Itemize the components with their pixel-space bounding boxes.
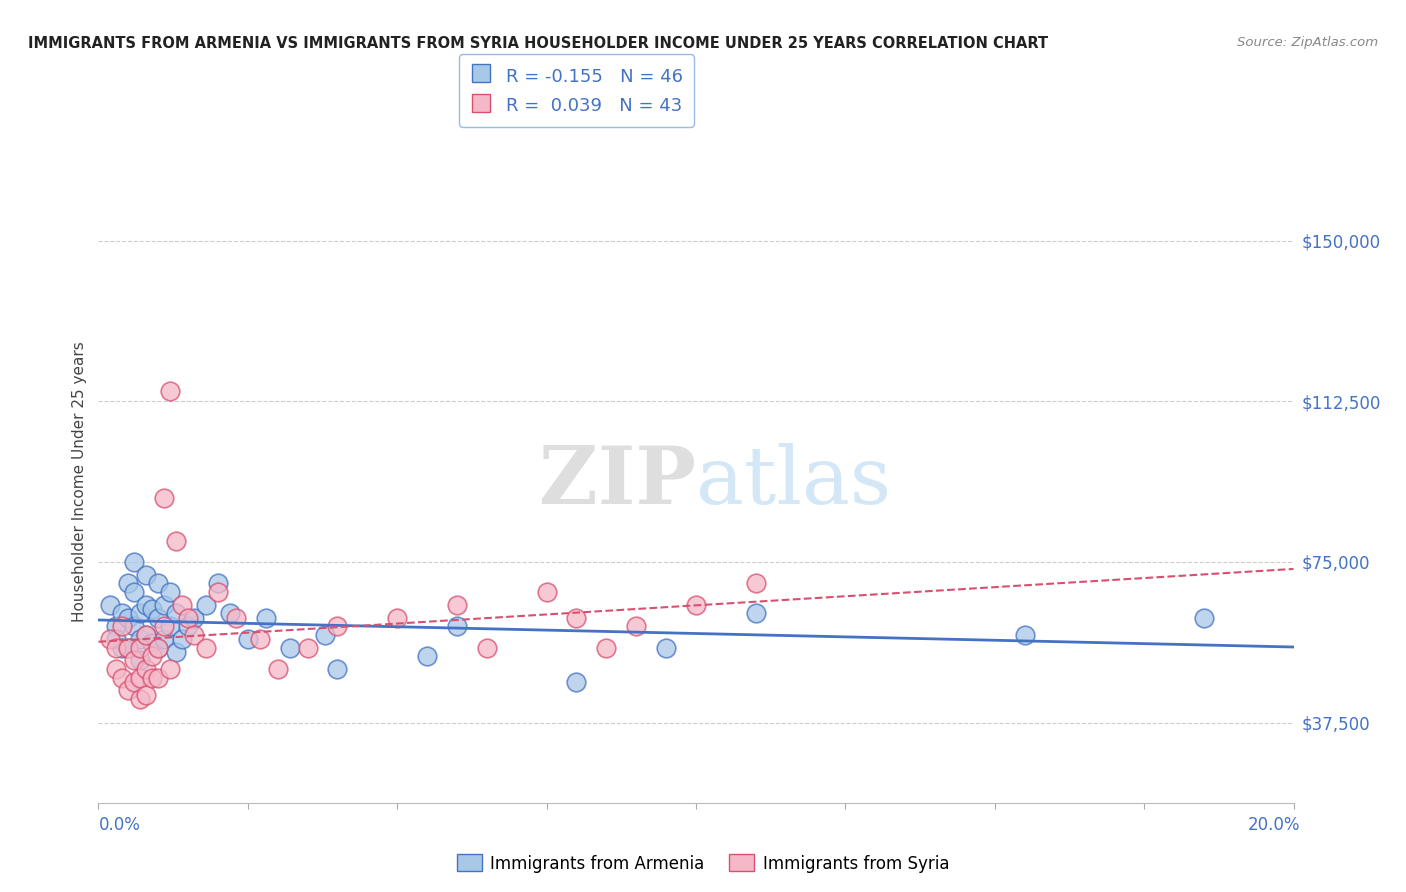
Point xyxy=(595,640,617,655)
Point xyxy=(326,619,349,633)
Point xyxy=(135,628,157,642)
Point xyxy=(117,576,139,591)
Point xyxy=(219,607,242,621)
Point xyxy=(236,632,259,646)
Point xyxy=(153,598,176,612)
Point xyxy=(148,610,170,624)
Point xyxy=(153,619,176,633)
Point xyxy=(111,619,134,633)
Point xyxy=(129,607,152,621)
Point xyxy=(141,671,163,685)
Point xyxy=(745,607,768,621)
Point xyxy=(148,576,170,591)
Point xyxy=(105,632,128,646)
Point xyxy=(124,653,146,667)
Point xyxy=(207,576,229,591)
Point xyxy=(536,585,558,599)
Point xyxy=(148,640,170,655)
Point xyxy=(129,653,152,667)
Point xyxy=(297,640,319,655)
Point xyxy=(165,645,187,659)
Point xyxy=(565,610,588,624)
Point xyxy=(165,607,187,621)
Point xyxy=(100,632,122,646)
Point xyxy=(105,662,128,676)
Point xyxy=(105,640,128,655)
Point xyxy=(141,649,163,664)
Point xyxy=(105,619,128,633)
Point xyxy=(135,598,157,612)
Legend: R = -0.155   N = 46, R =  0.039   N = 43: R = -0.155 N = 46, R = 0.039 N = 43 xyxy=(460,54,693,127)
Point xyxy=(207,585,229,599)
Point xyxy=(124,674,146,689)
Point xyxy=(159,585,181,599)
Point xyxy=(249,632,271,646)
Point xyxy=(315,628,337,642)
Text: 20.0%: 20.0% xyxy=(1249,816,1301,834)
Point xyxy=(655,640,678,655)
Point xyxy=(159,384,181,398)
Point xyxy=(111,671,134,685)
Point xyxy=(135,662,157,676)
Point xyxy=(129,632,152,646)
Point xyxy=(565,674,588,689)
Point xyxy=(745,576,768,591)
Point xyxy=(148,671,170,685)
Point xyxy=(117,683,139,698)
Point xyxy=(385,610,409,624)
Text: IMMIGRANTS FROM ARMENIA VS IMMIGRANTS FROM SYRIA HOUSEHOLDER INCOME UNDER 25 YEA: IMMIGRANTS FROM ARMENIA VS IMMIGRANTS FR… xyxy=(28,36,1049,51)
Point xyxy=(326,662,349,676)
Point xyxy=(177,619,200,633)
Point xyxy=(124,585,146,599)
Point xyxy=(159,619,181,633)
Point xyxy=(177,610,200,624)
Text: ZIP: ZIP xyxy=(538,442,696,521)
Point xyxy=(475,640,498,655)
Point xyxy=(416,649,439,664)
Text: atlas: atlas xyxy=(696,442,891,521)
Point xyxy=(153,632,176,646)
Point xyxy=(153,491,176,505)
Point xyxy=(183,610,205,624)
Point xyxy=(124,619,146,633)
Point xyxy=(278,640,301,655)
Point xyxy=(446,598,468,612)
Point xyxy=(111,640,134,655)
Point xyxy=(626,619,648,633)
Point xyxy=(183,628,205,642)
Point xyxy=(1014,628,1036,642)
Point xyxy=(129,640,152,655)
Point xyxy=(267,662,290,676)
Text: Source: ZipAtlas.com: Source: ZipAtlas.com xyxy=(1237,36,1378,49)
Point xyxy=(159,662,181,676)
Point xyxy=(1192,610,1215,624)
Point xyxy=(135,688,157,702)
Point xyxy=(129,692,152,706)
Point xyxy=(172,632,194,646)
Point xyxy=(117,640,139,655)
Point xyxy=(117,610,139,624)
Point xyxy=(195,640,218,655)
Point xyxy=(148,640,170,655)
Point xyxy=(124,555,146,569)
Point xyxy=(117,640,139,655)
Point xyxy=(172,598,194,612)
Text: 0.0%: 0.0% xyxy=(98,816,141,834)
Point xyxy=(225,610,247,624)
Point xyxy=(685,598,707,612)
Point xyxy=(254,610,277,624)
Point xyxy=(135,567,157,582)
Point xyxy=(135,628,157,642)
Point xyxy=(141,636,163,650)
Point xyxy=(100,598,122,612)
Point xyxy=(129,671,152,685)
Point xyxy=(111,607,134,621)
Point xyxy=(195,598,218,612)
Point xyxy=(165,533,187,548)
Legend: Immigrants from Armenia, Immigrants from Syria: Immigrants from Armenia, Immigrants from… xyxy=(450,847,956,880)
Y-axis label: Householder Income Under 25 years: Householder Income Under 25 years xyxy=(72,342,87,622)
Point xyxy=(141,602,163,616)
Point xyxy=(446,619,468,633)
